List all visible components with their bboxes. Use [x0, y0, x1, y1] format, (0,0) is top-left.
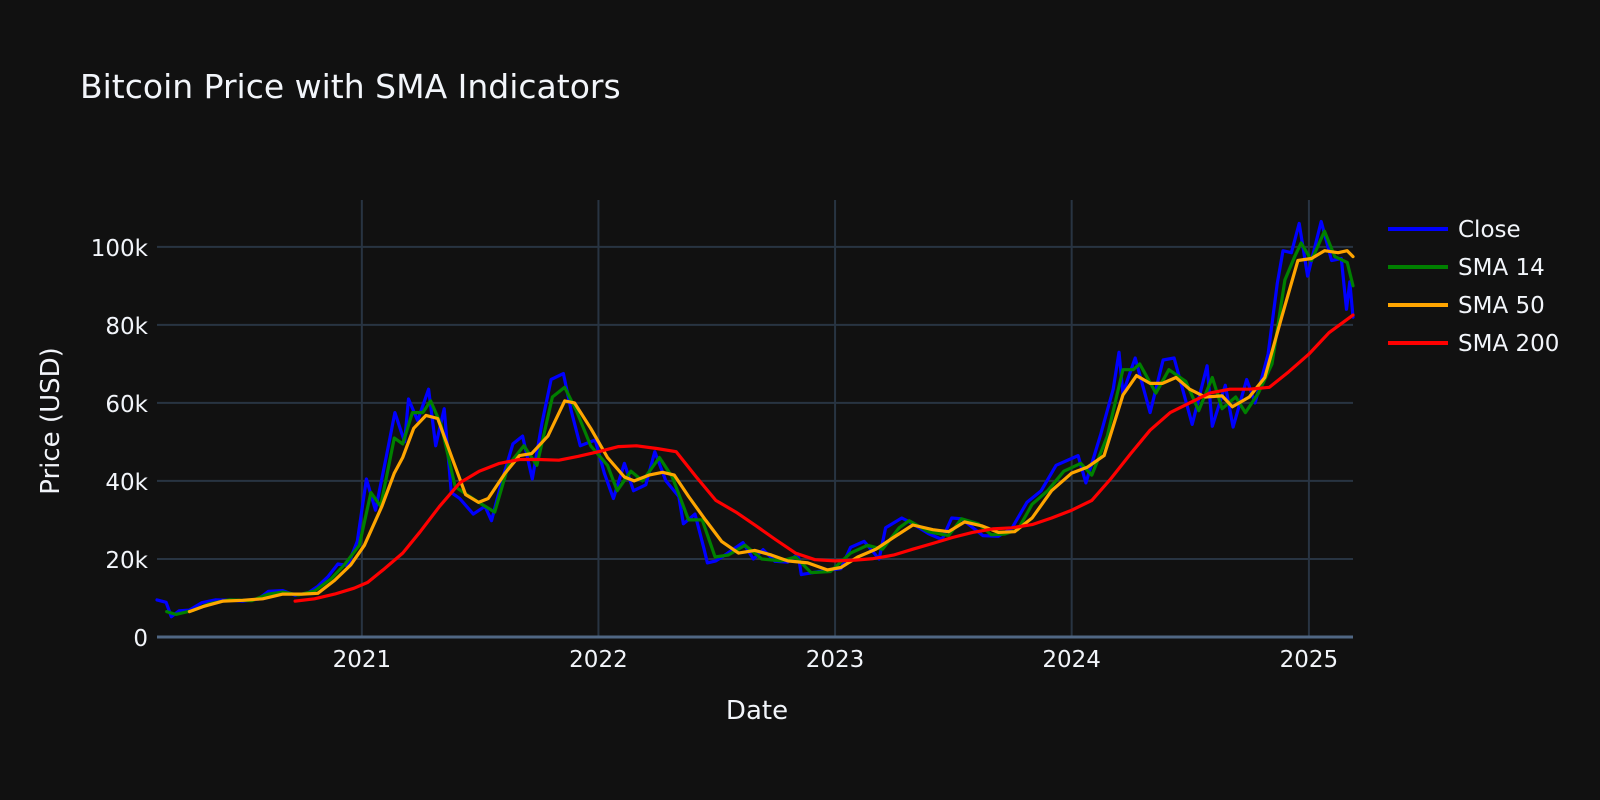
chart-title: Bitcoin Price with SMA Indicators	[80, 67, 621, 106]
y-tick-label: 100k	[91, 236, 149, 262]
legend-label: SMA 14	[1458, 255, 1545, 281]
y-axis: 0 20k 40k 60k 80k 100k	[91, 236, 149, 652]
series-line-close	[155, 219, 1355, 619]
legend-item-sma-200[interactable]: SMA 200	[1388, 331, 1559, 357]
legend-label: Close	[1458, 217, 1521, 243]
x-tick-label: 2025	[1280, 647, 1339, 673]
y-tick-label: 0	[133, 626, 148, 652]
y-tick-label: 60k	[105, 392, 148, 418]
x-axis: 2021 2022 2023 2024 2025	[333, 647, 1339, 673]
legend-item-sma-50[interactable]: SMA 50	[1388, 293, 1545, 319]
legend[interactable]: Close SMA 14 SMA 50 SMA 200	[1388, 217, 1559, 357]
x-tick-label: 2023	[806, 647, 865, 673]
legend-item-close[interactable]: Close	[1388, 217, 1521, 243]
legend-label: SMA 200	[1458, 331, 1559, 357]
x-tick-label: 2022	[569, 647, 628, 673]
legend-item-sma-14[interactable]: SMA 14	[1388, 255, 1545, 281]
series-line-sma-50	[187, 249, 1355, 614]
x-axis-label: Date	[726, 696, 788, 726]
series-line-sma-200	[293, 313, 1355, 603]
y-axis-label: Price (USD)	[36, 347, 66, 495]
y-tick-label: 80k	[105, 314, 148, 340]
legend-label: SMA 50	[1458, 293, 1545, 319]
series-layer	[155, 219, 1355, 619]
y-tick-label: 20k	[105, 548, 148, 574]
x-tick-label: 2021	[333, 647, 392, 673]
x-tick-label: 2024	[1042, 647, 1101, 673]
y-tick-label: 40k	[105, 470, 148, 496]
